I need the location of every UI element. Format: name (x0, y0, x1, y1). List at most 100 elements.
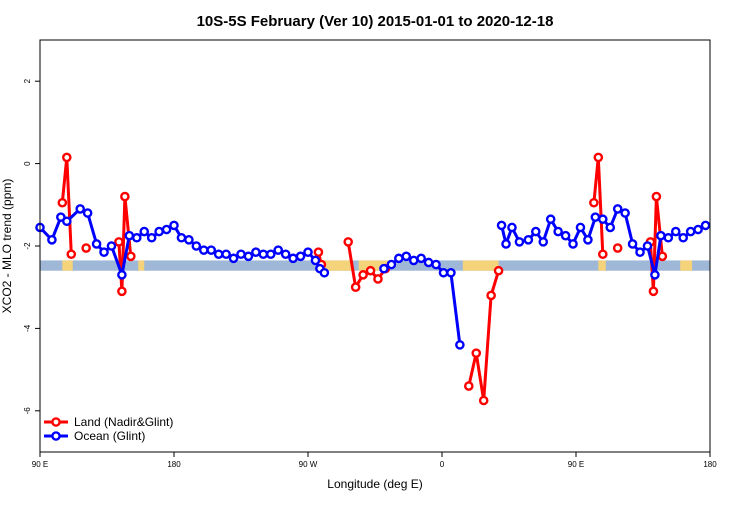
data-point (386, 259, 397, 270)
x-tick-label: 90 E (32, 460, 48, 469)
data-point (120, 191, 130, 202)
data-point (114, 237, 124, 247)
data-point (471, 348, 482, 358)
land-fill-layer (62, 260, 693, 271)
land-fill-range (316, 260, 353, 271)
legend-item: Land (Nadir&Glint) (44, 415, 173, 429)
data-point (303, 247, 313, 257)
y-tick-label: -6 (23, 407, 32, 415)
data-point (431, 259, 441, 270)
data-point (57, 197, 68, 208)
data-point (228, 253, 239, 264)
data-point (635, 247, 645, 257)
data-point (656, 230, 666, 241)
data-point (221, 249, 231, 260)
data-point (273, 245, 284, 255)
data-point (198, 245, 209, 255)
data-point (236, 249, 246, 260)
data-point (493, 265, 504, 276)
data-point (295, 251, 306, 262)
data-point (373, 274, 383, 284)
data-point (678, 232, 689, 243)
data-point (99, 247, 109, 257)
data-point (184, 235, 194, 245)
land-fill-range (598, 260, 606, 271)
data-point (501, 239, 511, 249)
data-point (575, 222, 586, 233)
legend-label: Ocean (Glint) (74, 429, 145, 443)
data-point (124, 230, 135, 241)
data-point (560, 230, 571, 241)
data-point (169, 220, 179, 231)
x-tick-label: 90 E (568, 460, 584, 469)
data-point (514, 237, 525, 247)
data-point (66, 249, 77, 260)
legend-marker (51, 417, 61, 427)
data-point (62, 152, 72, 163)
data-point (176, 232, 187, 243)
data-point (553, 226, 563, 237)
data-point (416, 253, 426, 264)
data-point (531, 226, 541, 237)
x-tick-label: 0 (440, 460, 445, 469)
data-point (258, 249, 269, 260)
data-point (251, 247, 261, 257)
data-point (612, 243, 623, 253)
x-axis: 90 E 180 90 W 0 90 E 180 (32, 452, 717, 469)
data-point (642, 241, 653, 251)
data-point (598, 249, 608, 260)
data-point (627, 239, 638, 249)
series-ocean (35, 204, 711, 350)
data-point (657, 251, 668, 262)
data-point (463, 381, 474, 391)
land-fill-range (138, 260, 145, 271)
legend: Land (Nadir&Glint)Ocean (Glint) (44, 415, 173, 443)
data-point (319, 267, 330, 278)
data-point (161, 224, 172, 235)
data-point (589, 197, 599, 208)
data-point (131, 232, 142, 243)
data-point (670, 226, 681, 237)
data-point (350, 282, 361, 293)
data-point (568, 239, 578, 249)
data-point (81, 243, 91, 253)
y-tick-label: -2 (23, 242, 32, 250)
chart-title: 10S-5S February (Ver 10) 2015-01-01 to 2… (197, 13, 554, 30)
data-point (91, 239, 102, 249)
data-point (423, 257, 434, 268)
series-line (467, 270, 501, 402)
data-point (583, 235, 593, 245)
data-point (545, 214, 556, 225)
data-point (598, 214, 608, 225)
data-point (310, 255, 321, 266)
data-point (538, 237, 549, 247)
land-fill-range (680, 260, 693, 271)
data-point (288, 253, 298, 264)
data-point (394, 253, 404, 264)
data-point (507, 222, 517, 233)
data-point (612, 204, 623, 214)
data-point (438, 267, 449, 278)
data-point (685, 226, 696, 237)
land-fill-range (462, 260, 499, 271)
series-land (57, 152, 668, 406)
data-point (620, 208, 630, 218)
data-point (75, 204, 85, 214)
data-point (139, 226, 150, 237)
data-point (265, 249, 276, 260)
x-axis-label: Longitude (deg E) (327, 477, 422, 491)
data-point (496, 220, 507, 231)
data-point (343, 237, 354, 247)
data-point (446, 267, 456, 278)
land-fill-range (358, 260, 390, 271)
x-tick-label: 180 (167, 460, 181, 469)
data-point (126, 251, 136, 262)
data-point (605, 222, 616, 233)
y-axis-label: XCO2 - MLO trend (ppm) (0, 179, 14, 314)
data-point (62, 216, 72, 227)
data-point (455, 340, 465, 350)
x-tick-label: 90 W (299, 460, 318, 469)
y-tick-label: -4 (23, 324, 32, 332)
